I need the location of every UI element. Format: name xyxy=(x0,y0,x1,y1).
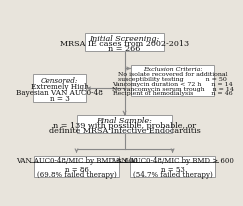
FancyBboxPatch shape xyxy=(34,156,119,177)
Text: n = 86: n = 86 xyxy=(65,166,88,173)
Text: Censored:: Censored: xyxy=(41,76,78,84)
FancyBboxPatch shape xyxy=(130,156,215,177)
Text: VAN AUC0-48/MIC by BMD > 600: VAN AUC0-48/MIC by BMD > 600 xyxy=(112,156,234,164)
Text: Recipient of hemodialysis         n = 46: Recipient of hemodialysis n = 46 xyxy=(113,91,232,96)
Text: n = 139 with possible, probable, or: n = 139 with possible, probable, or xyxy=(53,121,196,129)
Text: (69.8% failed therapy): (69.8% failed therapy) xyxy=(37,170,116,178)
Text: (54.7% failed therapy): (54.7% failed therapy) xyxy=(133,170,212,178)
FancyBboxPatch shape xyxy=(85,34,164,52)
Text: Exclusion Criteria:: Exclusion Criteria: xyxy=(143,67,202,72)
Text: Final Sample:: Final Sample: xyxy=(97,116,152,124)
Text: No isolate recovered for additional: No isolate recovered for additional xyxy=(118,72,227,77)
FancyBboxPatch shape xyxy=(78,116,172,134)
Text: MRSA IE cases from 2002-2013: MRSA IE cases from 2002-2013 xyxy=(60,40,189,47)
Text: n = 3: n = 3 xyxy=(50,95,69,103)
Text: Extremely High: Extremely High xyxy=(31,83,88,90)
Text: definite MRSA Infective Endocarditis: definite MRSA Infective Endocarditis xyxy=(49,126,200,134)
Text: susceptibility testing           n = 50: susceptibility testing n = 50 xyxy=(118,77,227,82)
Text: Vancomycin duration < 72 h     n = 14: Vancomycin duration < 72 h n = 14 xyxy=(112,81,233,86)
Text: Bayesian VAN AUC0-48: Bayesian VAN AUC0-48 xyxy=(16,89,103,97)
Text: VAN AUC0-48/MIC by BMD ≤ 600: VAN AUC0-48/MIC by BMD ≤ 600 xyxy=(16,156,138,164)
Text: n = 266: n = 266 xyxy=(108,44,141,52)
FancyBboxPatch shape xyxy=(131,66,214,96)
FancyBboxPatch shape xyxy=(33,75,87,103)
Text: Initial Screening:: Initial Screening: xyxy=(89,34,160,42)
Text: No vancomycin serum trough    n = 14: No vancomycin serum trough n = 14 xyxy=(112,86,234,91)
Text: n = 53: n = 53 xyxy=(161,166,184,173)
